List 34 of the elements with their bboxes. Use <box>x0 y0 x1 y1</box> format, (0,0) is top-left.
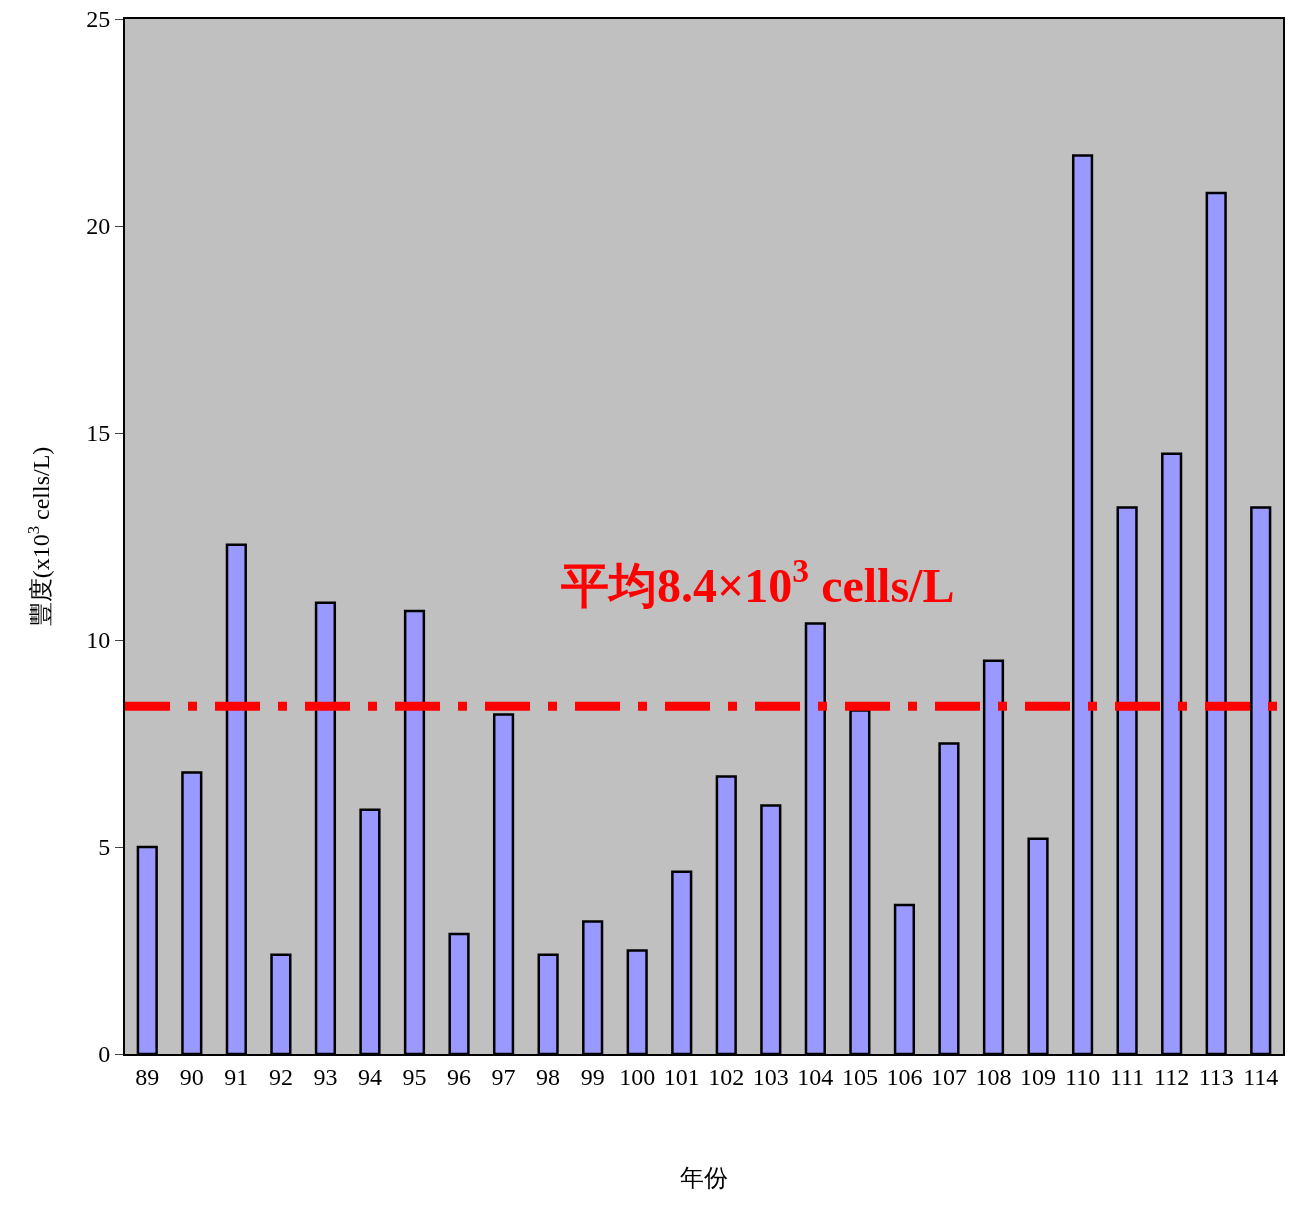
x-tick-label: 92 <box>268 1063 293 1090</box>
x-tick-label: 95 <box>402 1063 427 1090</box>
x-tick-label: 89 <box>135 1063 160 1090</box>
x-tick-label: 114 <box>1243 1063 1279 1090</box>
x-tick-label: 103 <box>752 1063 789 1090</box>
x-tick-label: 100 <box>619 1063 656 1090</box>
x-tick-label: 96 <box>447 1063 472 1090</box>
y-tick-label: 5 <box>98 834 111 861</box>
ref-line-label: 平均8.4×10$^{3}$ cells/L <box>560 552 955 613</box>
x-tick-label: 99 <box>580 1063 605 1090</box>
y-tick-label: 25 <box>86 6 111 33</box>
x-tick-label: 106 <box>886 1063 923 1090</box>
x-tick-label: 93 <box>313 1063 338 1090</box>
x-tick-label: 91 <box>224 1063 249 1090</box>
x-tick-label: 110 <box>1065 1063 1101 1090</box>
y-tick-label: 20 <box>86 213 111 240</box>
x-axis-title: 年份 <box>680 1164 728 1191</box>
x-tick-label: 109 <box>1020 1063 1057 1090</box>
y-tick-label: 15 <box>86 420 111 447</box>
x-tick-label: 105 <box>841 1063 878 1090</box>
x-tick-label: 108 <box>975 1063 1012 1090</box>
x-tick-label: 111 <box>1110 1063 1145 1090</box>
x-tick-label: 101 <box>663 1063 700 1090</box>
x-tick-label: 94 <box>357 1063 382 1090</box>
x-tick-label: 113 <box>1198 1063 1234 1090</box>
x-tick-label: 102 <box>708 1063 745 1090</box>
x-tick-label: 97 <box>491 1063 516 1090</box>
y-tick-label: 10 <box>86 627 111 654</box>
y-tick-label: 0 <box>98 1041 111 1068</box>
x-tick-label: 107 <box>930 1063 967 1090</box>
x-tick-label: 112 <box>1154 1063 1190 1090</box>
x-tick-label: 104 <box>797 1063 834 1090</box>
x-tick-label: 98 <box>536 1063 561 1090</box>
x-tick-label: 90 <box>179 1063 204 1090</box>
